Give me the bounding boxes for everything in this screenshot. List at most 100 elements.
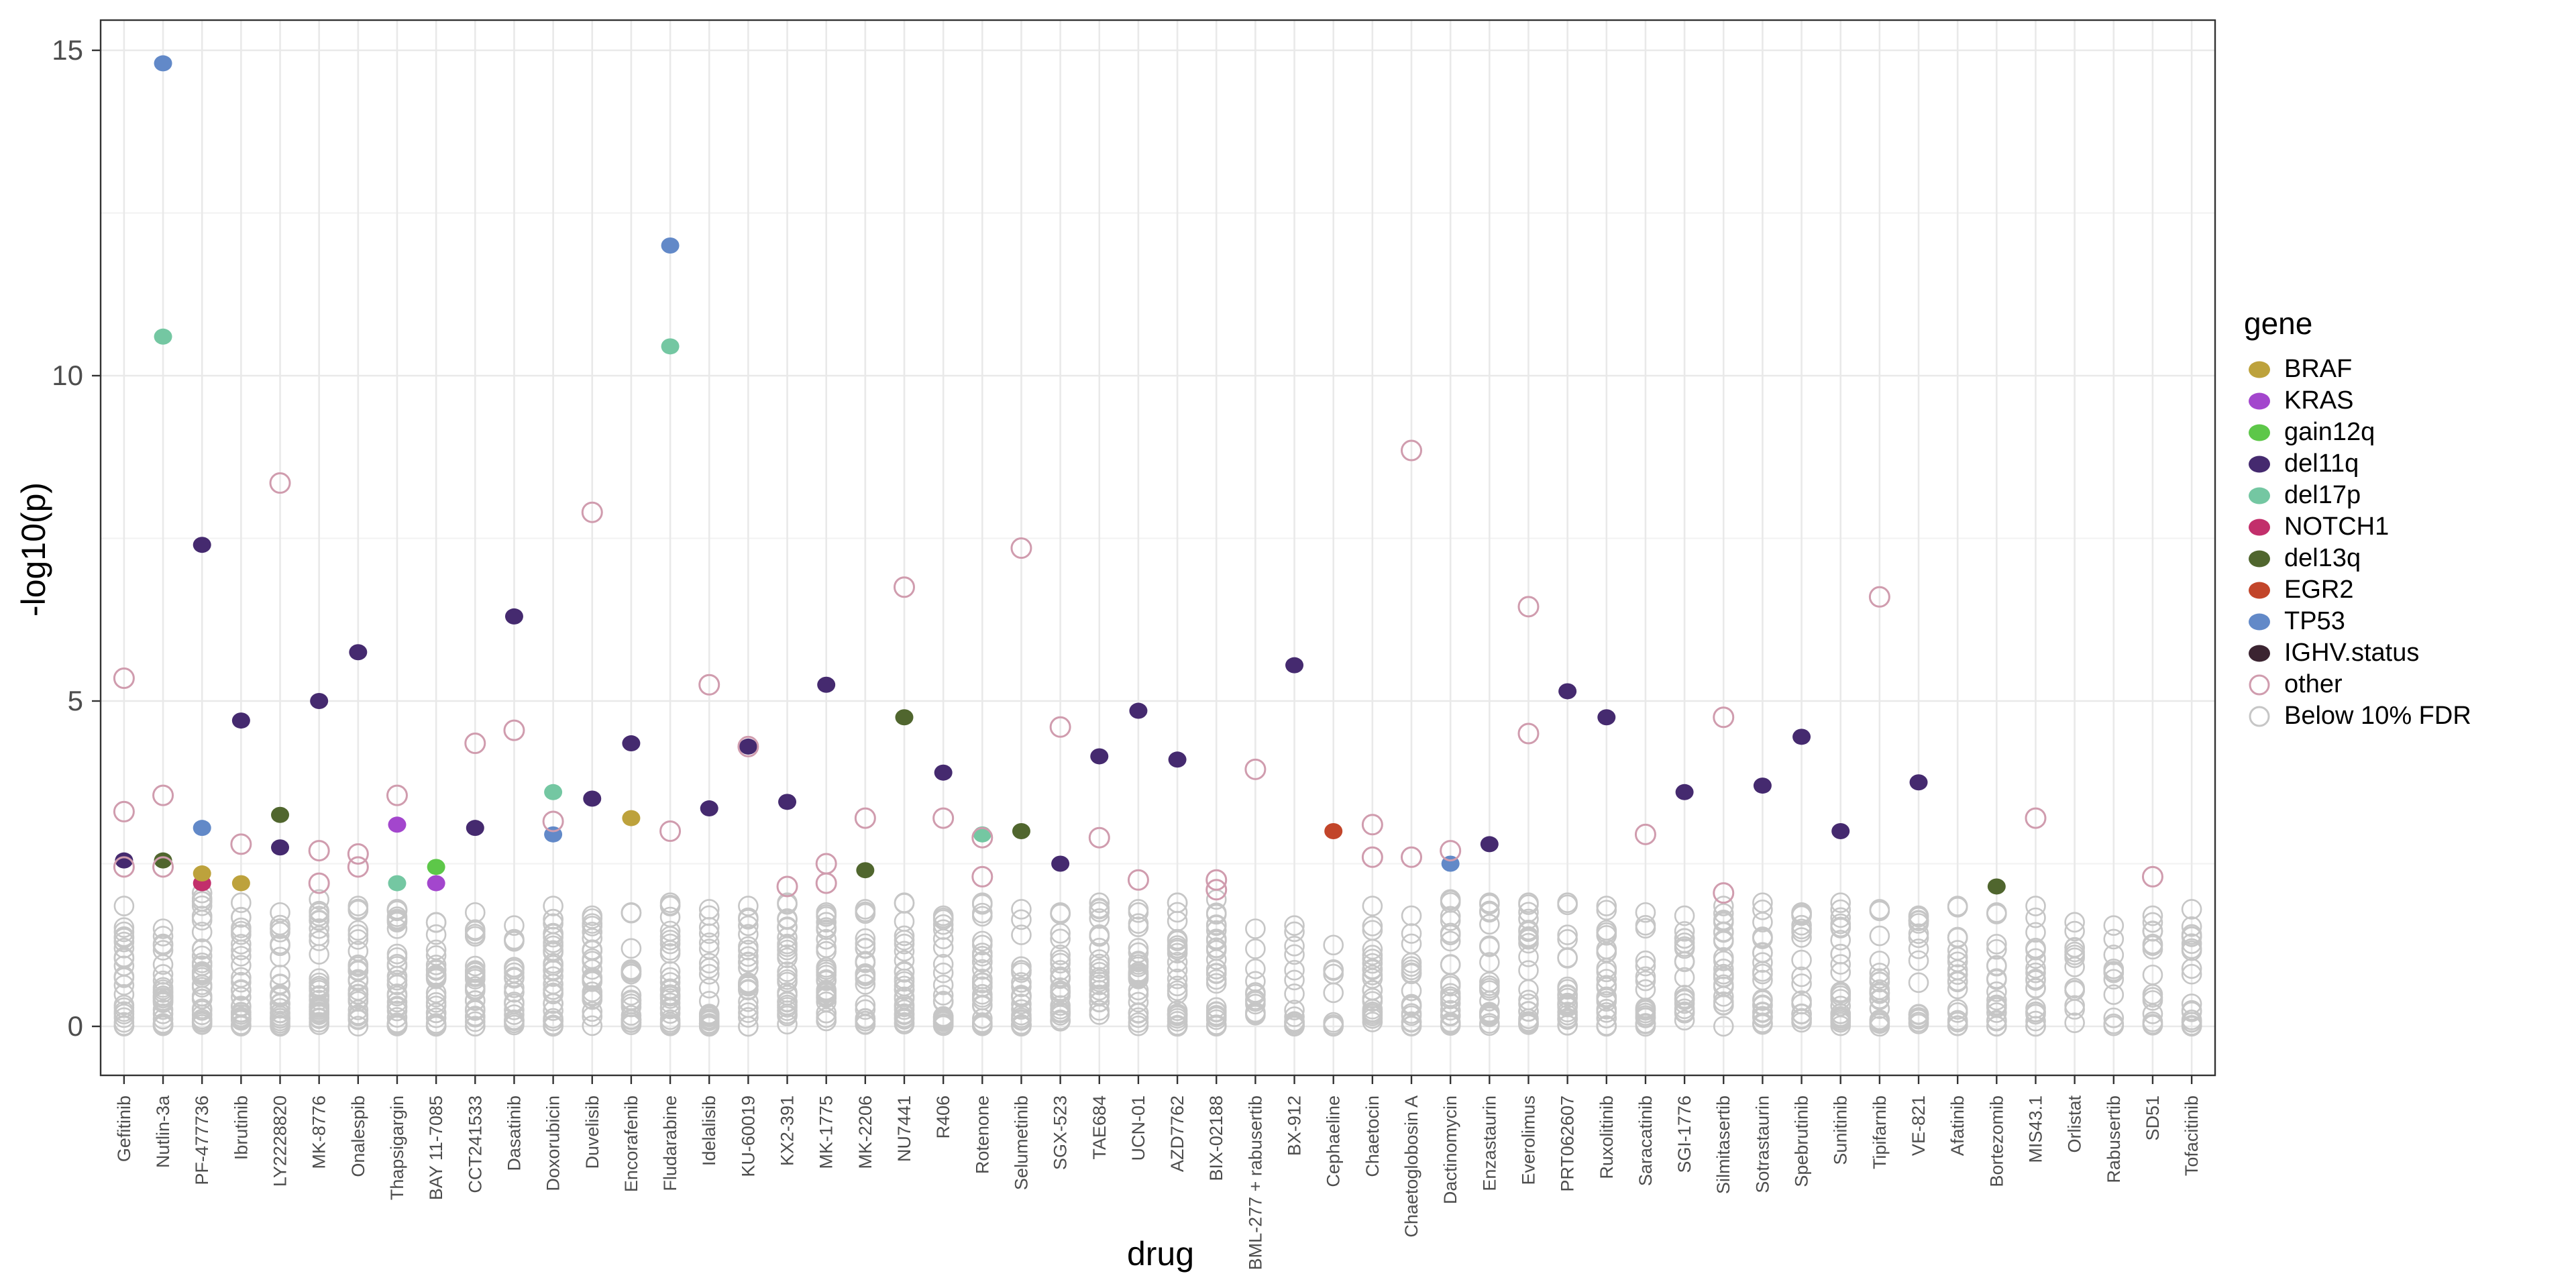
x-axis-title: drug	[1126, 1235, 1195, 1273]
below-fdr-point	[1635, 1000, 1656, 1021]
gene-point-other	[347, 843, 369, 865]
x-tick-label: LY2228820	[270, 1095, 290, 1187]
below-fdr-point	[504, 981, 525, 1003]
below-fdr-point	[1284, 959, 1305, 981]
below-fdr-point	[1635, 966, 1656, 987]
below-fdr-point	[1518, 1014, 1539, 1035]
below-fdr-point	[1089, 958, 1110, 979]
below-fdr-point	[1011, 976, 1032, 998]
below-fdr-point	[2064, 912, 2085, 933]
x-tick-label: VE-821	[1909, 1095, 1929, 1156]
legend-label: NOTCH1	[2284, 513, 2390, 541]
below-fdr-point	[1986, 989, 2007, 1011]
x-tick-label: Dactinomycin	[1440, 1095, 1460, 1204]
below-fdr-point	[659, 894, 681, 916]
below-fdr-point	[2181, 938, 2202, 959]
below-fdr-point	[1791, 905, 1812, 926]
below-fdr-point	[231, 907, 252, 928]
below-fdr-point	[1674, 967, 1695, 988]
gene-point-del11q	[349, 644, 368, 661]
below-fdr-point	[582, 913, 603, 934]
below-fdr-point	[1674, 987, 1695, 1009]
below-fdr-point	[1713, 986, 1734, 1007]
below-fdr-point	[1128, 1007, 1149, 1028]
legend-item-del17p: del17p	[2244, 480, 2471, 511]
below-fdr-point	[1752, 963, 1773, 985]
below-fdr-point	[855, 965, 876, 987]
below-fdr-point	[1518, 1001, 1539, 1022]
below-fdr-point	[425, 1002, 447, 1024]
below-fdr-point	[347, 941, 369, 962]
below-fdr-point	[1791, 949, 1812, 971]
below-fdr-point	[1011, 994, 1032, 1015]
below-fdr-point	[1205, 997, 1227, 1018]
gene-point-del11q	[817, 676, 836, 693]
y-tick-label: 15	[52, 34, 83, 66]
below-fdr-point	[1713, 1016, 1734, 1037]
legend-key-EGR2-icon	[2244, 578, 2275, 602]
below-fdr-point	[1479, 900, 1500, 922]
below-fdr-point	[152, 918, 174, 939]
below-fdr-point	[1401, 963, 1422, 985]
below-fdr-point	[1440, 906, 1461, 927]
legend-item-del13q: del13q	[2244, 543, 2471, 574]
gene-point-del11q	[1090, 748, 1109, 765]
x-tick-label: Enzastaurin	[1479, 1095, 1499, 1191]
below-fdr-point	[1986, 1002, 2007, 1023]
below-fdr-point	[1986, 994, 2007, 1016]
below-fdr-point	[1284, 1016, 1305, 1037]
below-fdr-point	[1518, 994, 1539, 1014]
gene-point-del11q	[504, 608, 523, 625]
gene-point-other	[113, 667, 135, 690]
below-fdr-point	[504, 1009, 525, 1030]
below-fdr-point	[113, 921, 135, 943]
below-fdr-point	[1869, 981, 1890, 1003]
gene-point-BRAF	[193, 865, 211, 882]
below-fdr-point	[1284, 935, 1305, 957]
below-fdr-point	[1986, 969, 2007, 990]
gene-point-del11q	[1909, 774, 1928, 791]
gene-point-del11q	[778, 794, 797, 810]
gene-point-TP53	[661, 237, 680, 254]
below-fdr-point	[1674, 928, 1695, 949]
below-fdr-point	[347, 924, 369, 945]
below-fdr-point	[1205, 1005, 1227, 1026]
legend-key-del17p-icon	[2244, 484, 2275, 508]
below-fdr-point	[1830, 907, 1851, 928]
below-fdr-point	[504, 931, 525, 952]
legend-label: gain12q	[2284, 418, 2375, 446]
below-fdr-point	[1713, 896, 1734, 916]
x-tick-label: Sotrastaurin	[1752, 1095, 1772, 1193]
x-tick-label: Spebrutinib	[1792, 1095, 1812, 1187]
below-fdr-point	[932, 953, 954, 975]
legend-key-TP53-icon	[2244, 610, 2275, 634]
below-fdr-point	[1791, 994, 1812, 1015]
gene-point-del17p	[388, 875, 407, 892]
gene-point-del11q	[1168, 751, 1187, 768]
below-fdr-point	[1752, 969, 1773, 991]
below-fdr-point	[1011, 999, 1032, 1020]
below-fdr-point	[2142, 912, 2163, 933]
below-fdr-point	[582, 951, 603, 972]
gene-point-del13q	[1987, 878, 2006, 895]
below-fdr-point	[582, 985, 603, 1006]
below-fdr-point	[1128, 938, 1149, 959]
below-fdr-point	[1167, 959, 1188, 981]
below-fdr-point	[621, 1009, 642, 1030]
below-fdr-point	[1440, 1006, 1461, 1026]
below-fdr-point	[1440, 930, 1461, 952]
legend-label: TP53	[2284, 607, 2345, 635]
below-fdr-point	[113, 1001, 135, 1022]
below-fdr-point	[1050, 1009, 1071, 1030]
below-fdr-point	[1947, 951, 1968, 973]
below-fdr-point	[113, 994, 135, 1016]
below-fdr-point	[1557, 924, 1578, 945]
below-fdr-point	[659, 998, 681, 1020]
legend-label: del17p	[2284, 481, 2361, 509]
gene-point-BRAF	[231, 875, 250, 892]
below-fdr-point	[2181, 958, 2202, 979]
legend-label: IGHV.status	[2284, 639, 2420, 667]
gene-point-del11q	[1597, 709, 1616, 726]
gene-point-other	[659, 820, 682, 842]
below-fdr-point	[777, 969, 798, 990]
